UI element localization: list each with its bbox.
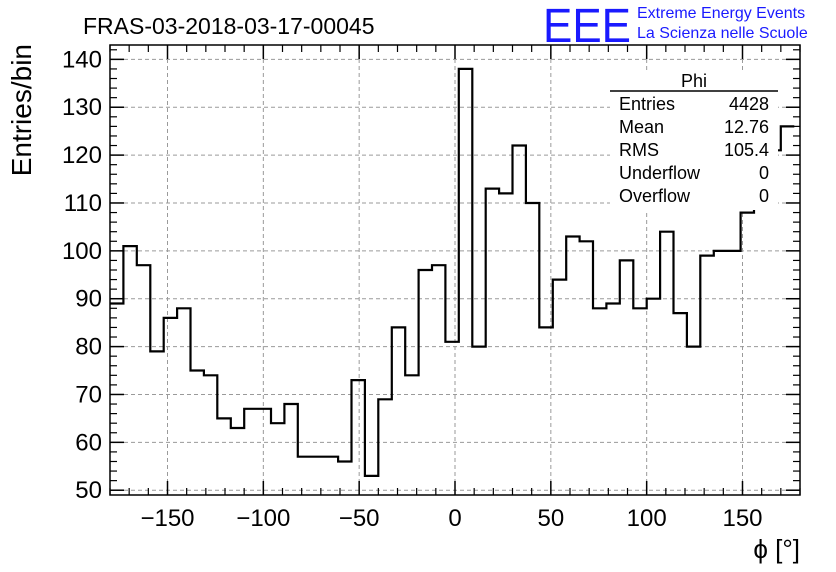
histogram-bin [714,251,727,495]
histogram-bin [338,461,351,495]
histogram-bin [741,213,754,495]
run-title: FRAS-03-2018-03-17-00045 [83,13,375,39]
histogram-bin [204,375,217,495]
histogram-bin [539,327,552,495]
y-tick-label: 70 [75,381,102,408]
histogram-bin [687,347,700,495]
y-tick-label: 100 [62,238,102,265]
histogram-bin [231,428,244,495]
histogram-bin [580,241,593,495]
histogram-bin [352,380,365,495]
histogram-bin [311,457,324,495]
y-tick-label: 80 [75,334,102,361]
x-tick-label: −150 [140,505,194,532]
stats-box-title: Phi [681,71,707,91]
stats-label-entries: Entries [619,94,675,114]
stats-label-underflow: Underflow [619,163,701,183]
stats-label-rms: RMS [619,140,659,160]
histogram-bin [566,236,579,495]
histogram-bin [137,265,150,495]
x-tick-label: 100 [627,505,667,532]
stats-box: Phi Entries 4428 Mean 12.76 RMS 105.4 Un… [610,70,778,210]
x-tick-label: 0 [448,505,461,532]
histogram-bin [526,203,539,495]
stats-label-overflow: Overflow [619,186,691,206]
x-tick-label: −50 [339,505,380,532]
stats-value-entries: 4428 [729,94,769,114]
histogram-bin [365,476,378,495]
histogram-bin [754,208,767,495]
brand-line-2: La Scienza nelle Scuole [637,25,808,42]
histogram-bin [123,246,136,495]
x-axis-label: ϕ [°] [753,534,800,564]
stats-label-mean: Mean [619,117,664,137]
histogram-bin [647,299,660,495]
y-axis-label: Entries/bin [6,44,37,176]
y-tick-label: 90 [75,286,102,313]
y-tick-label: 140 [62,46,102,73]
histogram-bin [700,256,713,495]
stats-box-bg [610,70,778,210]
brand-line-1: Extreme Energy Events [637,5,805,22]
histogram-bin [620,260,633,495]
histogram-bin [727,251,740,495]
histogram-bin [445,342,458,495]
histogram-bin [633,308,646,495]
stats-value-underflow: 0 [759,163,769,183]
histogram-bin [258,409,271,495]
histogram-bin [419,270,432,495]
histogram-bin [606,304,619,495]
histogram-bin [164,318,177,495]
x-tick-label: 150 [722,505,762,532]
histogram-bin [432,265,445,495]
stats-value-mean: 12.76 [724,117,769,137]
histogram-bin [217,418,230,495]
eee-logo: EEE [543,0,631,53]
y-tick-label: 120 [62,142,102,169]
histogram-bin [191,371,204,495]
histogram-bin [781,126,794,495]
stats-value-overflow: 0 [759,186,769,206]
y-tick-label: 130 [62,94,102,121]
histogram-bin [459,69,472,495]
histogram-bin [513,146,526,495]
tick-labels: −150 −100 −50 0 50 100 150 50 60 70 80 90 100 110 120 1… [62,46,763,532]
y-tick-label: 60 [75,429,102,456]
histogram-bin [499,193,512,495]
histogram-bin [486,189,499,495]
histogram-bin [405,375,418,495]
histogram-bin [553,280,566,495]
histogram-bin [150,351,163,495]
histogram-bin [660,232,673,495]
x-tick-label: −100 [236,505,290,532]
histogram-bin [472,347,485,495]
histogram-bin [271,423,284,495]
axis-ticks [109,45,801,495]
histogram-bin [298,457,311,495]
histogram-bin [244,409,257,495]
histogram-bin [110,304,123,495]
histogram-bin [177,308,190,495]
histogram-bin [284,404,297,495]
y-tick-label: 50 [75,477,102,504]
histogram-bin [593,308,606,495]
y-tick-label: 110 [64,190,102,217]
histogram-bin [378,399,391,495]
histogram-bin [325,457,338,495]
stats-value-rms: 105.4 [724,140,769,160]
histogram-step-line [110,67,795,477]
histogram-bin [392,327,405,495]
x-tick-label: 50 [537,505,564,532]
histogram-bin [674,313,687,495]
